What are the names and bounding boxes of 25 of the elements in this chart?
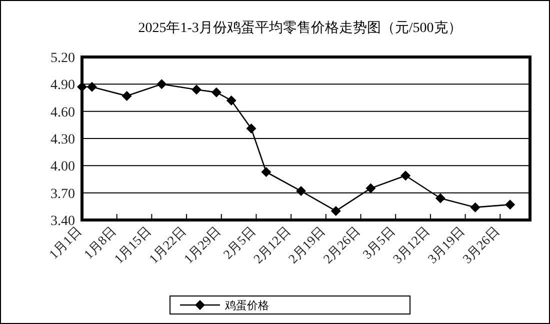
point — [296, 186, 306, 196]
point — [505, 200, 516, 210]
point — [156, 79, 167, 90]
y-tick-label: 4.60 — [50, 105, 75, 120]
point — [330, 206, 341, 216]
point — [77, 82, 87, 92]
point — [470, 202, 480, 212]
point — [366, 183, 376, 194]
y-tick-label: 5.20 — [50, 51, 75, 66]
point — [211, 87, 222, 98]
point — [122, 90, 132, 101]
chart-title: 2025年1-3月份鸡蛋平均零售价格走势图（元/500克） — [138, 20, 462, 36]
point — [226, 95, 236, 106]
y-tick-label: 4.00 — [50, 160, 75, 175]
legend-label: 鸡蛋价格 — [224, 300, 269, 312]
legend: 鸡蛋价格 — [170, 296, 410, 314]
point — [246, 124, 256, 134]
point — [261, 167, 272, 178]
point — [86, 82, 97, 92]
y-tick-label: 4.90 — [50, 78, 75, 94]
point — [400, 170, 411, 181]
point — [435, 193, 446, 204]
point — [191, 84, 202, 95]
y-tick-label: 3.70 — [50, 186, 75, 202]
y-tick-label: 4.30 — [50, 132, 75, 148]
